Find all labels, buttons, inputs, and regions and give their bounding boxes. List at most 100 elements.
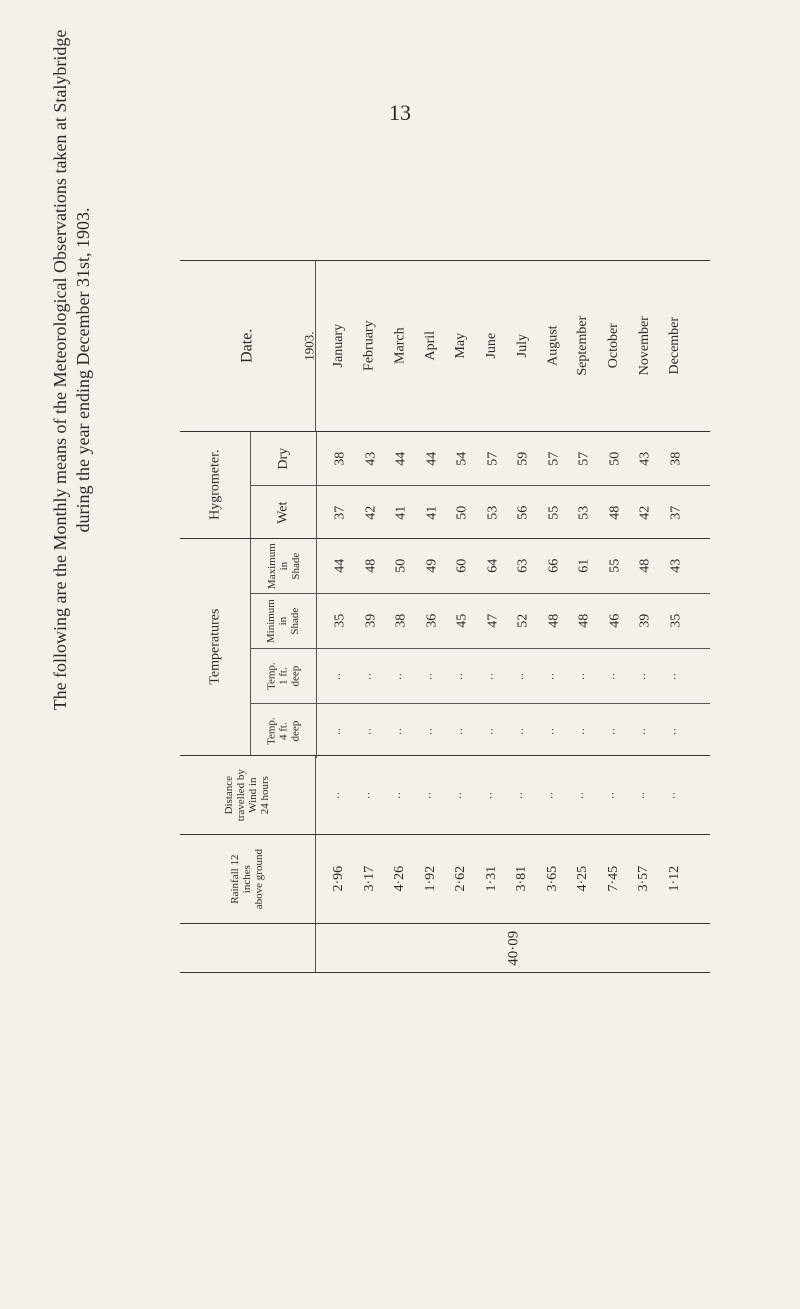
temp-value: :: [356, 649, 387, 703]
temp-value: 45: [447, 594, 478, 648]
hygro-value: 41: [386, 486, 417, 539]
temp-value: 36: [417, 594, 448, 648]
distance-label: Distance travelled by Wind in 24 hours: [180, 756, 316, 834]
hygro-value: 54: [447, 432, 478, 485]
temp-sublabel: Minimum in Shade: [251, 594, 317, 648]
rainfall-value: 2·96: [324, 835, 355, 923]
hygro-value: 59: [508, 432, 539, 485]
temp-value: :: [508, 704, 539, 758]
rainfall-value: 3·17: [355, 835, 386, 923]
month-label: February: [355, 261, 386, 431]
hygro-sublabel: Wet: [251, 486, 317, 539]
distance-value: :: [416, 756, 447, 834]
temp-value: 49: [417, 539, 448, 593]
rainfall-value: 3·81: [507, 835, 538, 923]
distance-value: :: [446, 756, 477, 834]
hygro-value: 38: [325, 432, 356, 485]
temp-value: 48: [630, 539, 661, 593]
hygro-value: 38: [661, 432, 692, 485]
hygro-value: 37: [325, 486, 356, 539]
observations-table: Date.JanuaryFebruaryMarchAprilMayJuneJul…: [180, 260, 710, 973]
month-label: April: [416, 261, 447, 431]
year-label: 1903.: [298, 261, 322, 431]
hygro-value: 43: [630, 432, 661, 485]
temp-value: :: [600, 704, 631, 758]
temp-subrow: Maximum in Shade444850496064636661554843: [251, 539, 710, 594]
distance-value: :: [568, 756, 599, 834]
temp-value: :: [630, 704, 661, 758]
temp-value: 48: [356, 539, 387, 593]
rainfall-label: Rainfall 12 inches above ground: [180, 835, 316, 923]
hygro-value: 44: [386, 432, 417, 485]
temp-value: 52: [508, 594, 539, 648]
temp-value: :: [447, 649, 478, 703]
page-number: 13: [0, 100, 800, 126]
row-date: Date.JanuaryFebruaryMarchAprilMayJuneJul…: [180, 260, 710, 431]
temp-value: :: [478, 704, 509, 758]
temp-value: :: [386, 704, 417, 758]
row-distance: Distance travelled by Wind in 24 hours::…: [180, 755, 710, 834]
rainfall-value: 1·12: [660, 835, 691, 923]
distance-value: :: [599, 756, 630, 834]
rainfall-value: 4·25: [568, 835, 599, 923]
temp-value: :: [630, 649, 661, 703]
caption-line-1: The following are the Monthly means of t…: [50, 30, 70, 711]
temp-value: 39: [630, 594, 661, 648]
hygro-value: 37: [661, 486, 692, 539]
temp-value: :: [417, 649, 448, 703]
hygro-value: 57: [569, 432, 600, 485]
distance-value: :: [629, 756, 660, 834]
caption-line-2: during the year ending December 31st, 19…: [73, 20, 94, 720]
temp-value: :: [539, 704, 570, 758]
rainfall-value: 1·31: [477, 835, 508, 923]
temp-subrow: Temp. 4 ft. deep::::::::::::: [251, 704, 710, 758]
temp-value: 48: [569, 594, 600, 648]
hygro-value: 44: [417, 432, 448, 485]
temp-value: :: [417, 704, 448, 758]
temp-value: :: [569, 649, 600, 703]
temp-value: :: [539, 649, 570, 703]
hygro-value: 57: [539, 432, 570, 485]
hygro-value: 55: [539, 486, 570, 539]
temp-value: 35: [661, 594, 692, 648]
temp-sublabel: Maximum in Shade: [251, 539, 317, 593]
hygro-sublabel: Dry: [251, 432, 317, 485]
distance-value: :: [385, 756, 416, 834]
hygro-value: 57: [478, 432, 509, 485]
distance-value: :: [660, 756, 691, 834]
month-label: December: [660, 261, 691, 431]
temp-value: 60: [447, 539, 478, 593]
rainfall-value: 4·26: [385, 835, 416, 923]
temp-value: 43: [661, 539, 692, 593]
hygro-value: 48: [600, 486, 631, 539]
temperatures-label: Temperatures: [180, 539, 251, 755]
temp-value: :: [569, 704, 600, 758]
temp-sublabel: Temp. 1 ft. deep: [251, 649, 317, 703]
rainfall-value: 2·62: [446, 835, 477, 923]
table-caption: The following are the Monthly means of t…: [50, 20, 94, 720]
row-temperatures: TemperaturesMaximum in Shade444850496064…: [180, 538, 710, 755]
month-label: January: [324, 261, 355, 431]
temp-value: 44: [325, 539, 356, 593]
distance-value: :: [355, 756, 386, 834]
month-label: March: [385, 261, 416, 431]
date-label: Date.: [180, 261, 316, 431]
hygro-value: 56: [508, 486, 539, 539]
row-total: 40·09: [180, 923, 710, 973]
temp-value: :: [356, 704, 387, 758]
temp-value: 47: [478, 594, 509, 648]
temp-subrow: Minimum in Shade353938364547524848463935: [251, 594, 710, 649]
temp-value: :: [661, 649, 692, 703]
temp-value: 35: [325, 594, 356, 648]
temp-value: :: [325, 704, 356, 758]
temp-value: 63: [508, 539, 539, 593]
temp-sublabel: Temp. 4 ft. deep: [251, 704, 317, 758]
temp-value: :: [325, 649, 356, 703]
rainfall-value: 1·92: [416, 835, 447, 923]
month-label: September: [568, 261, 599, 431]
temp-value: 66: [539, 539, 570, 593]
hygro-value: 43: [356, 432, 387, 485]
temp-value: 64: [478, 539, 509, 593]
row-hygrometer: Hygrometer.Dry384344445457595757504338We…: [180, 431, 710, 538]
row-rainfall: Rainfall 12 inches above ground2·963·174…: [180, 834, 710, 923]
